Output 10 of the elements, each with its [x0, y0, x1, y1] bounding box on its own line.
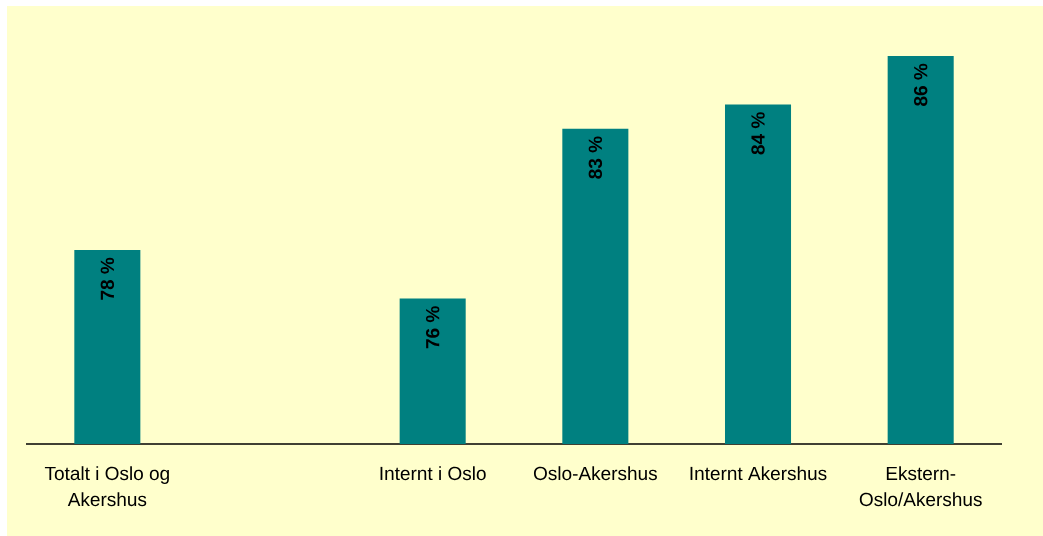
data-label: 83 %	[588, 136, 603, 179]
x-tick-label: Internt i Oslo	[380, 466, 486, 481]
data-label: 76 %	[425, 306, 440, 349]
x-tick-label: Internt Akershus	[690, 466, 827, 481]
data-label: 78 %	[100, 257, 115, 300]
x-tick-label: Oslo-Akershus	[533, 466, 657, 481]
data-label: 84 %	[751, 112, 765, 155]
x-tick-label: Ekstern-Oslo/Akershus	[859, 466, 982, 507]
x-tick-label: Totalt i Oslo og Akershus	[44, 466, 169, 507]
data-label: 86 %	[913, 63, 928, 106]
